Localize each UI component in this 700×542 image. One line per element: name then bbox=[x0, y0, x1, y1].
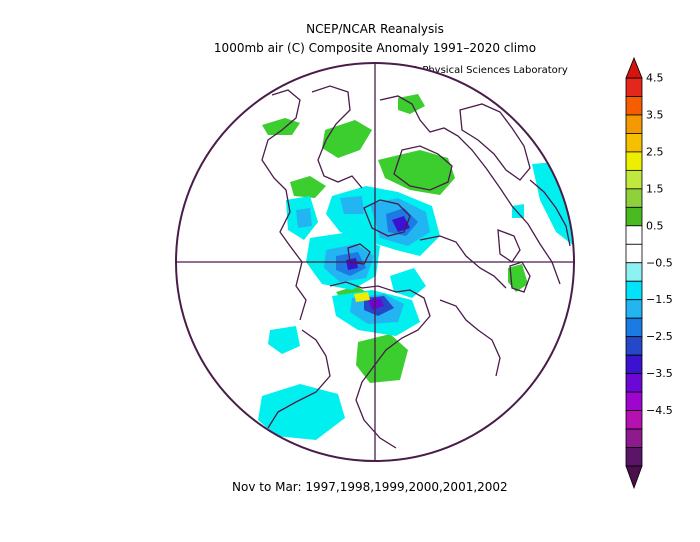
colorbar-segment bbox=[625, 299, 643, 319]
island-outline bbox=[347, 243, 371, 265]
positive-anomaly-region bbox=[322, 120, 372, 158]
island-outline bbox=[393, 145, 453, 191]
colorbar-segment bbox=[625, 225, 643, 245]
polar-map bbox=[175, 62, 575, 462]
colorbar-segment bbox=[625, 280, 643, 301]
negative-anomaly-region bbox=[340, 196, 364, 214]
colorbar-segment bbox=[625, 243, 643, 264]
negative-anomaly-region bbox=[346, 258, 358, 270]
colorbar-segment bbox=[625, 206, 643, 227]
coastline-south bbox=[329, 281, 431, 449]
chart-title: NCEP/NCAR Reanalysis bbox=[306, 22, 444, 36]
colorbar-tick-label: −4.5 bbox=[646, 404, 673, 417]
colorbar-segment bbox=[625, 151, 643, 171]
negative-anomaly-region bbox=[512, 204, 524, 218]
colorbar: 4.5 3.5 2.5 1.5 0.5 −0.5 −1.5 −2.5 −3.5 −4.5 bbox=[625, 56, 673, 490]
negative-anomaly-region bbox=[258, 384, 345, 440]
colorbar-segment bbox=[625, 317, 643, 338]
globe-outline bbox=[175, 62, 575, 462]
colorbar-segment bbox=[625, 77, 643, 97]
coastline-southeast bbox=[439, 299, 501, 377]
colorbar-tick-label: −2.5 bbox=[646, 330, 673, 343]
coastline-central bbox=[419, 235, 507, 289]
negative-anomaly-region bbox=[296, 208, 312, 228]
landmass-outline bbox=[459, 103, 531, 181]
colorbar-max-arrow bbox=[625, 56, 643, 79]
coastline-southwest bbox=[267, 329, 331, 429]
colorbar-tick-label: −1.5 bbox=[646, 293, 673, 306]
colorbar-tick-label: −3.5 bbox=[646, 367, 673, 380]
colorbar-segment bbox=[625, 373, 643, 393]
credit-label: NOAA Physical Sciences Laboratory bbox=[390, 65, 568, 76]
coastline-north bbox=[311, 85, 363, 189]
colorbar-segment bbox=[625, 114, 643, 134]
colorbar-tick-label: 2.5 bbox=[646, 145, 664, 158]
negative-anomaly-region bbox=[390, 268, 426, 298]
colorbar-segment bbox=[625, 354, 643, 375]
colorbar-segment bbox=[625, 133, 643, 153]
colorbar-tick-label: 3.5 bbox=[646, 108, 664, 121]
colorbar-segment bbox=[625, 428, 643, 448]
date-range-label: Nov to Mar: 1997,1998,1999,2000,2001,200… bbox=[232, 480, 508, 494]
colorbar-segment bbox=[625, 188, 643, 208]
colorbar-segment bbox=[625, 336, 643, 356]
colorbar-segment bbox=[625, 96, 643, 116]
anomaly-fields bbox=[258, 94, 574, 440]
positive-anomaly-region bbox=[354, 292, 370, 302]
colorbar-tick-label: −0.5 bbox=[646, 256, 673, 269]
chart-subtitle: 1000mb air (C) Composite Anomaly 1991–20… bbox=[213, 41, 537, 55]
colorbar-segment bbox=[625, 262, 643, 282]
positive-anomaly-region bbox=[356, 334, 408, 383]
colorbar-min-arrow bbox=[625, 465, 643, 490]
positive-anomaly-region bbox=[378, 150, 455, 195]
colorbar-segment bbox=[625, 410, 643, 430]
positive-anomaly-region bbox=[290, 176, 326, 198]
colorbar-tick-label: 0.5 bbox=[646, 219, 664, 232]
colorbar-tick-label: 1.5 bbox=[646, 182, 664, 195]
coastline-west bbox=[261, 89, 307, 321]
coastline-east bbox=[379, 95, 561, 285]
colorbar-segment bbox=[625, 447, 643, 467]
colorbar-segment bbox=[625, 169, 643, 190]
colorbar-segment bbox=[625, 391, 643, 411]
coastlines bbox=[261, 85, 571, 449]
coastline-far-east bbox=[529, 179, 571, 247]
island-outline bbox=[509, 261, 531, 293]
colorbar-tick-label: 4.5 bbox=[646, 72, 664, 85]
island-outline bbox=[497, 229, 521, 263]
positive-anomaly-region bbox=[508, 264, 528, 292]
negative-anomaly-region bbox=[368, 298, 384, 310]
negative-anomaly-region bbox=[268, 326, 300, 354]
